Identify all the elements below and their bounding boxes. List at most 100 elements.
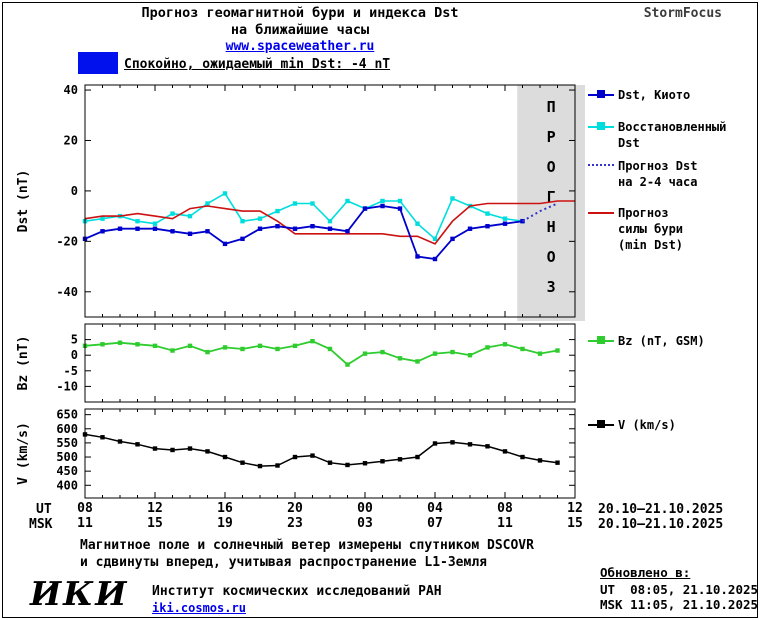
series-marker-bz	[520, 346, 525, 352]
x-tick-label-msk: 07	[427, 516, 443, 531]
series-marker-bz	[152, 343, 158, 349]
series-marker-dst_kyoto	[152, 226, 158, 231]
series-marker-restored_dst	[170, 211, 175, 216]
brand-label: StormFocus	[643, 6, 722, 21]
status-text: Спокойно, ожидаемый min Dst: -4 nT	[124, 57, 391, 72]
iki-logo: ИКИ	[30, 574, 129, 613]
series-marker-dst_kyoto	[187, 231, 193, 236]
series-marker-restored_dst	[152, 221, 158, 226]
series-marker-v	[222, 454, 228, 460]
series-marker-bz	[310, 338, 315, 344]
series-marker-restored_dst	[135, 218, 140, 224]
series-marker-v	[240, 460, 245, 465]
y-tick-label: 0	[71, 348, 78, 362]
series-marker-restored_dst	[240, 218, 245, 224]
series-marker-bz	[502, 342, 508, 347]
legend-item-v: V (km/s)	[588, 417, 758, 433]
x-tick-label-msk: 11	[77, 516, 93, 531]
legend-item-dst-kyoto: Dst, Киото	[588, 87, 758, 103]
y-tick-label: 400	[56, 478, 78, 492]
series-marker-dst_kyoto	[240, 236, 245, 242]
series-marker-restored_dst	[187, 213, 193, 219]
series-restored_dst	[84, 192, 523, 241]
y-tick-label: 20	[64, 133, 78, 147]
series-marker-bz	[135, 342, 140, 347]
series-v	[84, 433, 558, 467]
panel-border	[84, 323, 576, 403]
v-legend-icon	[588, 419, 614, 431]
x-tick-label-ut: 20	[287, 501, 303, 516]
series-marker-bz	[415, 359, 420, 364]
legend-line	[588, 212, 614, 214]
page-title: Прогноз геомагнитной бури и индекса Dst	[141, 5, 459, 21]
series-marker-bz	[555, 348, 560, 353]
series-marker-dst_kyoto	[170, 229, 175, 234]
storm-forecast-legend-icon	[588, 207, 614, 219]
legend-marker	[597, 336, 605, 344]
series-marker-dst_kyoto	[275, 224, 280, 229]
updated-msk-time: MSK 11:05, 21.10.2025	[600, 597, 759, 612]
series-marker-restored_dst	[327, 218, 333, 224]
y-tick-label: -5	[64, 364, 78, 378]
y-tick-label: 450	[56, 464, 78, 478]
x-tick-label-ut: 16	[217, 501, 233, 516]
series-marker-dst_kyoto	[205, 229, 210, 234]
legend-label: Прогноз силы бури (min Dst)	[618, 206, 684, 252]
forecast-band-letter: О	[547, 158, 556, 176]
forecast-dst-legend-icon	[588, 160, 614, 172]
series-marker-restored_dst	[275, 208, 280, 214]
series-marker-dst_kyoto	[502, 221, 508, 226]
series-marker-bz	[275, 346, 280, 352]
series-marker-bz	[100, 342, 105, 347]
date-range-ut: 20.10–21.10.2025	[598, 502, 724, 517]
spaceweather-link[interactable]: www.spaceweather.ru	[225, 39, 375, 54]
msk-row-label: MSK	[29, 517, 53, 532]
series-marker-v	[555, 460, 560, 465]
series-marker-dst_kyoto	[222, 241, 228, 247]
iki-cosmos-link[interactable]: iki.cosmos.ru	[152, 601, 246, 615]
legend-item-storm-forecast: Прогноз силы бури (min Dst)	[588, 205, 758, 253]
page-subtitle: на ближайшие часы	[230, 22, 370, 38]
y-tick-label: -40	[56, 285, 78, 299]
series-marker-dst_kyoto	[327, 226, 333, 231]
series-storm_forecast	[84, 200, 575, 245]
series-marker-v	[100, 435, 105, 440]
series-marker-restored_dst	[205, 201, 210, 206]
legend-marker	[597, 90, 605, 98]
series-marker-restored_dst	[485, 211, 490, 216]
series-dst_kyoto	[84, 205, 523, 260]
series-marker-dst_kyoto	[450, 236, 455, 242]
y-tick-label: -10	[56, 379, 78, 393]
series-marker-dst_kyoto	[117, 226, 123, 231]
series-marker-dst_kyoto	[292, 226, 298, 231]
institute-name: Институт космических исследований РАН	[152, 584, 442, 599]
series-marker-bz	[380, 349, 385, 355]
legend-marker	[597, 122, 605, 130]
series-marker-bz	[537, 351, 543, 356]
x-tick-label-ut: 00	[357, 501, 373, 516]
x-tick-label-ut: 12	[567, 501, 583, 516]
restored-dst-legend-icon	[588, 121, 614, 133]
series-marker-dst_kyoto	[100, 229, 105, 234]
series-marker-restored_dst	[310, 201, 315, 206]
series-marker-restored_dst	[380, 198, 385, 204]
series-forecast_dst	[522, 202, 558, 223]
x-tick-label-ut: 08	[77, 501, 93, 516]
legend-item-forecast-dst: Прогноз Dst на 2-4 часа	[588, 158, 758, 190]
status-color-swatch	[78, 52, 118, 74]
series-marker-v	[450, 440, 455, 445]
series-marker-dst_kyoto	[345, 229, 350, 234]
series-marker-v	[432, 441, 438, 446]
legend-label: Dst, Киото	[618, 88, 691, 102]
x-tick-label-ut: 04	[427, 501, 443, 516]
legend-label: Прогноз Dst на 2-4 часа	[618, 159, 698, 189]
series-marker-v	[345, 462, 350, 468]
y-tick-label: 500	[56, 450, 78, 464]
legend-label: V (km/s)	[618, 418, 676, 432]
series-marker-v	[152, 446, 158, 451]
measurement-note-line1: Магнитное поле и солнечный ветер измерен…	[80, 538, 534, 553]
series-marker-bz	[257, 343, 263, 349]
dst-kyoto-legend-icon	[588, 89, 614, 101]
legend-label: Восстановленный Dst	[618, 120, 727, 150]
series-marker-restored_dst	[432, 236, 438, 242]
